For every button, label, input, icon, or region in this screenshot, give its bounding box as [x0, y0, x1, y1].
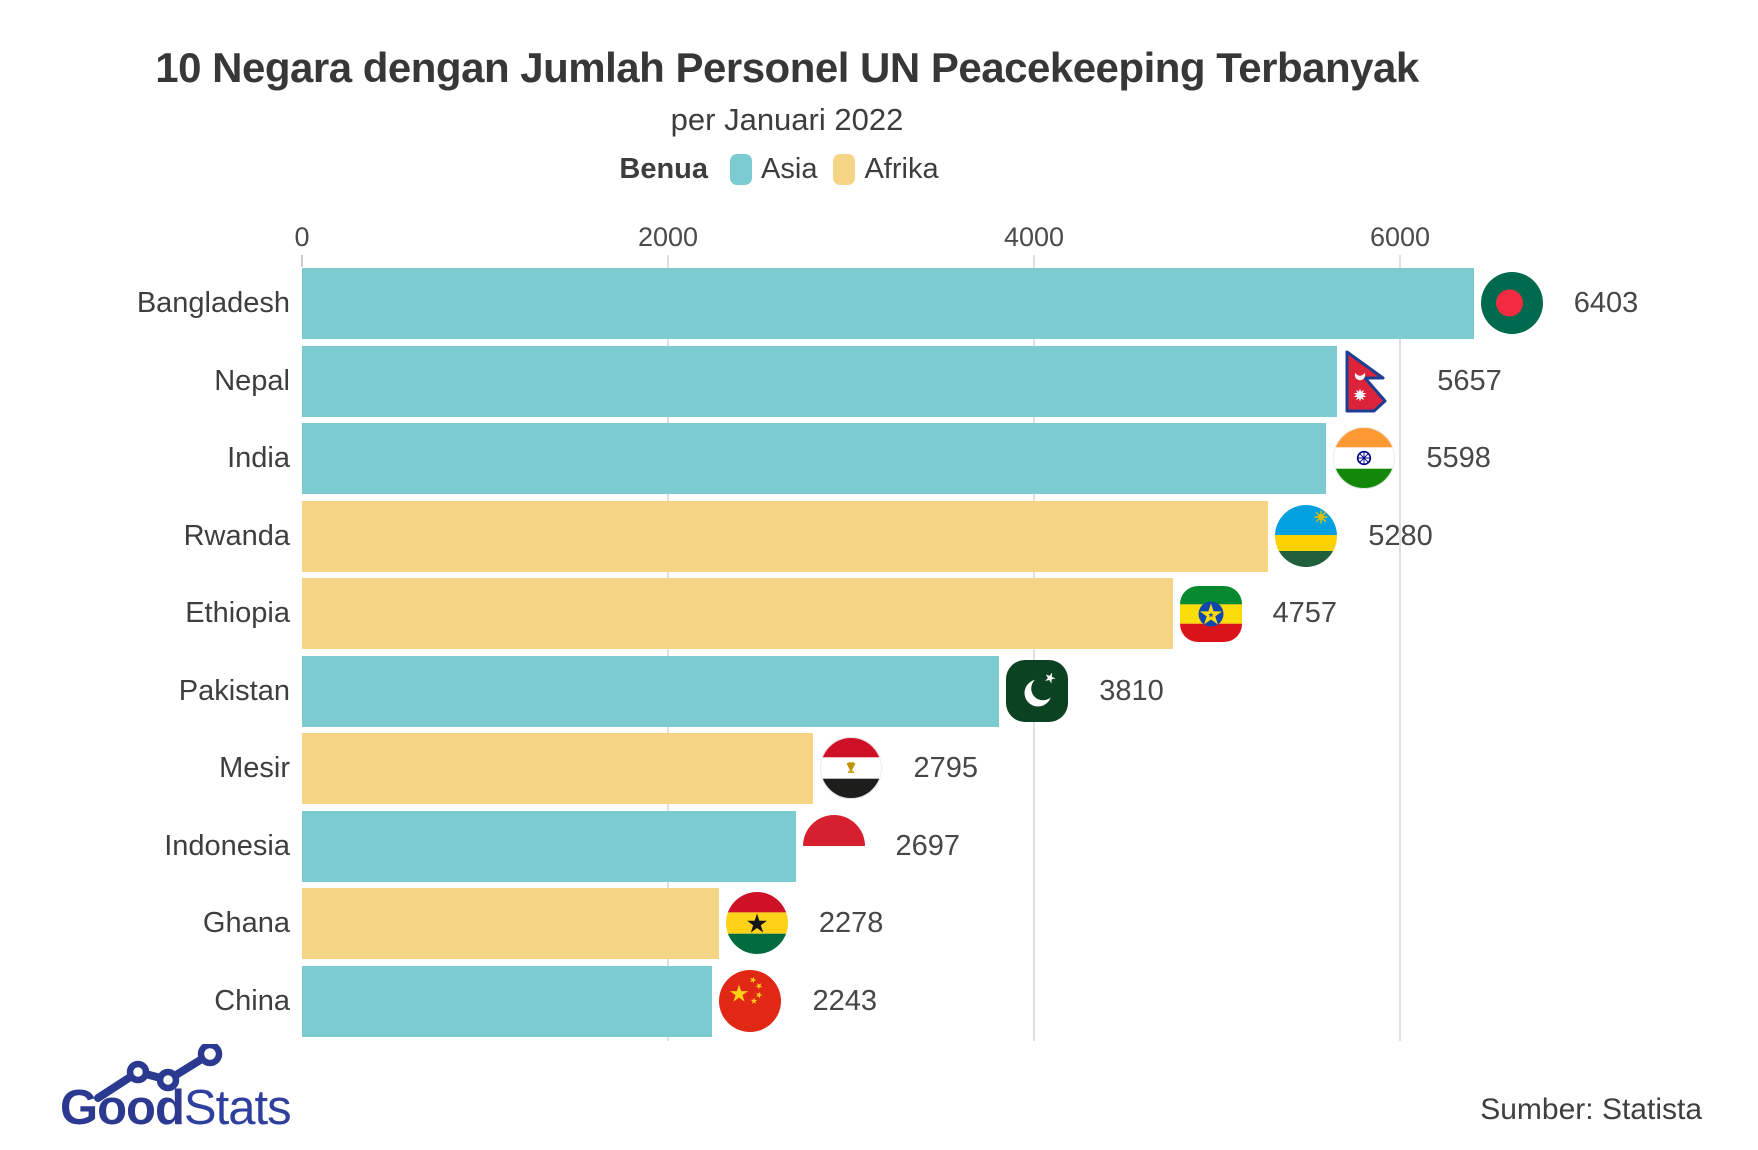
logo-good: Good [60, 1081, 185, 1135]
x-tick-2000: 2000 [637, 222, 699, 252]
category-label: Ghana [202, 907, 290, 939]
logo-text: GoodStats [60, 1080, 292, 1136]
bar-row-ethiopia: Ethiopia 4757 [0, 578, 1758, 649]
category-label: Bangladesh [136, 287, 290, 319]
gridline-6000 [1399, 255, 1401, 1041]
category-label: China [214, 984, 290, 1017]
value-label: 2795 [913, 752, 978, 784]
legend-label-asia: Asia [761, 153, 818, 185]
category-label: Indonesia [164, 829, 290, 862]
bar-ghana [302, 888, 719, 959]
x-tick-0: 0 [294, 222, 310, 252]
bar-india [302, 423, 1327, 494]
legend-item-asia: Asia [730, 153, 817, 186]
chart-subtitle: per Januari 2022 [670, 102, 904, 137]
bar-row-pakistan: Pakistan 3810 [0, 655, 1758, 727]
bar-row-ghana: Ghana 2278 [0, 888, 1758, 959]
value-label: 2278 [818, 907, 884, 939]
logo-trendline-icon [94, 1044, 223, 1102]
value-label: 5657 [1437, 364, 1502, 397]
category-label: Rwanda [183, 519, 290, 552]
bar-row-china: China 2243 [0, 965, 1758, 1037]
chart-title: 10 Negara dengan Jumlah Personel UN Peac… [155, 44, 1419, 91]
logo-stats: Stats [183, 1081, 292, 1135]
bar-indonesia [302, 810, 796, 882]
rwanda-flag-icon [1274, 504, 1338, 568]
legend-item-afrika: Afrika [833, 153, 939, 186]
source-credit: Sumber: Statista [1480, 1093, 1702, 1126]
value-label: 5598 [1426, 442, 1491, 474]
category-label: Ethiopia [185, 597, 290, 629]
category-label: India [227, 442, 290, 474]
x-tickmark [301, 255, 303, 267]
bar-ethiopia [302, 578, 1173, 649]
bangladesh-flag-icon [1480, 271, 1544, 335]
nepal-flag-icon [1343, 349, 1393, 413]
india-flag-icon [1332, 426, 1396, 490]
ghana-flag-icon [725, 891, 789, 955]
category-label: Pakistan [178, 674, 290, 707]
bar-row-mesir: Mesir 2795 [0, 733, 1758, 804]
category-label: Nepal [214, 364, 290, 397]
legend-label-afrika: Afrika [864, 153, 939, 185]
value-label: 2243 [812, 984, 877, 1017]
x-tick-4000: 4000 [1003, 222, 1065, 252]
bar-pakistan [302, 655, 1000, 727]
bar-china [302, 965, 713, 1037]
bar-row-rwanda: Rwanda 5280 [0, 500, 1758, 572]
china-flag-icon [718, 969, 782, 1033]
indonesia-flag-icon [802, 814, 866, 878]
bar-bangladesh [302, 268, 1474, 339]
legend-title: Benua [619, 153, 709, 185]
ethiopia-flag-icon [1179, 585, 1243, 643]
legend-swatch-asia [730, 154, 753, 185]
egypt-flag-icon [819, 736, 883, 800]
bar-row-indonesia: Indonesia 2697 [0, 810, 1758, 882]
value-label: 5280 [1368, 519, 1433, 552]
legend-swatch-afrika [833, 154, 856, 185]
goodstats-logo: GoodStats [60, 1044, 360, 1144]
category-label: Mesir [219, 752, 290, 784]
value-label: 2697 [895, 829, 961, 862]
bar-mesir [302, 733, 814, 804]
bar-row-india: India 5598 [0, 423, 1758, 494]
bar-nepal [302, 345, 1338, 417]
bar-row-nepal: Nepal 5657 [0, 345, 1758, 417]
legend: Benua Asia Afrika [0, 153, 1574, 186]
bar-rwanda [302, 500, 1269, 572]
bar-row-bangladesh: Bangladesh 6403 [0, 268, 1758, 339]
value-label: 6403 [1573, 287, 1639, 319]
pakistan-flag-icon [1005, 659, 1069, 723]
value-label: 3810 [1099, 674, 1164, 707]
value-label: 4757 [1272, 597, 1338, 629]
x-tick-6000: 6000 [1369, 222, 1431, 252]
